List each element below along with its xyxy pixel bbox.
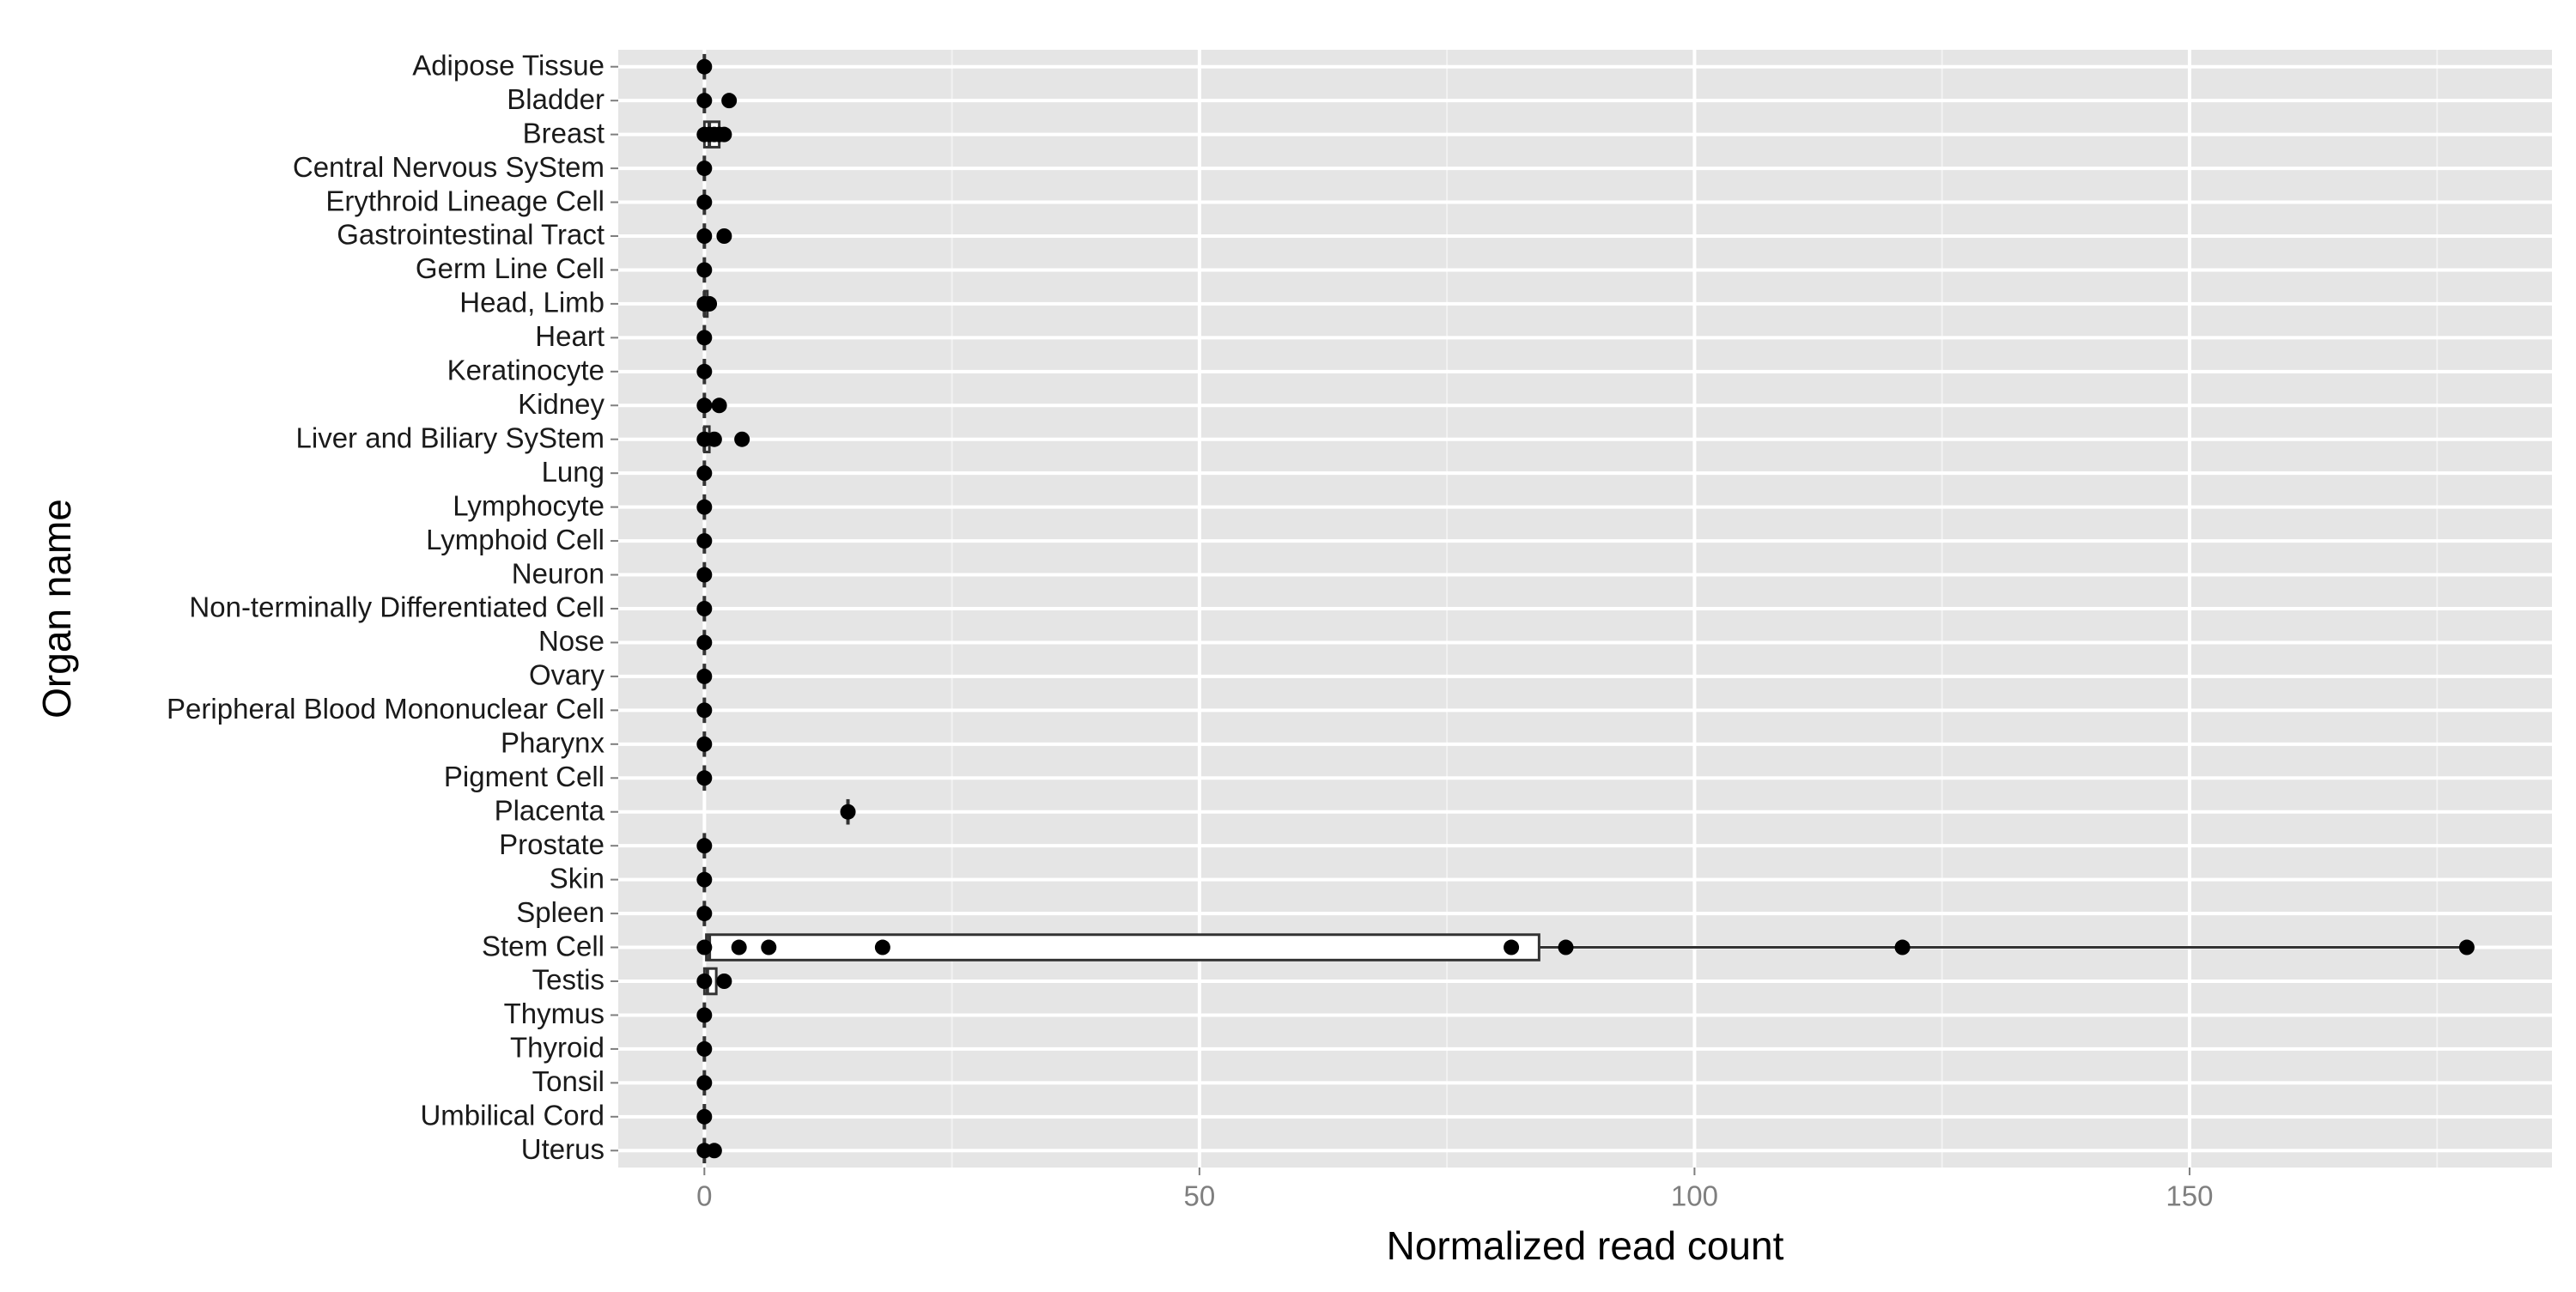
y-tick-label: Nose: [538, 625, 605, 657]
y-tick-label: Heart: [535, 320, 605, 352]
x-tick-label: 50: [1184, 1180, 1216, 1212]
y-tick-label: Germ Line Cell: [416, 252, 605, 284]
point: [696, 634, 713, 651]
point: [696, 736, 713, 752]
point: [702, 295, 718, 312]
point: [696, 567, 713, 583]
y-tick-label: Lymphocyte: [453, 489, 605, 521]
point: [706, 1143, 722, 1159]
y-tick-label: Placenta: [495, 794, 605, 826]
y-tick-label: Bladder: [507, 83, 605, 115]
point: [840, 804, 856, 820]
point: [696, 228, 713, 244]
y-tick-label: Keratinocyte: [447, 355, 605, 386]
y-tick-label: Prostate: [499, 828, 605, 860]
y-tick-label: Gastrointestinal Tract: [337, 219, 605, 251]
y-tick-label: Umbilical Cord: [420, 1100, 605, 1131]
y-tick-label: Central Nervous SyStem: [293, 151, 605, 183]
point: [696, 974, 713, 989]
point: [711, 397, 727, 414]
point: [696, 499, 713, 515]
point: [696, 668, 713, 684]
point: [696, 93, 713, 109]
y-tick-label: Pigment Cell: [444, 761, 605, 792]
point: [2458, 939, 2475, 955]
y-axis-title: Organ name: [34, 499, 79, 719]
point: [696, 397, 713, 414]
y-tick-label: Lung: [542, 456, 605, 488]
y-tick-label: Liver and Biliary SyStem: [296, 422, 605, 453]
y-tick-label: Breast: [523, 117, 605, 149]
point: [696, 363, 713, 379]
x-tick-label: 150: [2166, 1180, 2213, 1212]
point: [696, 161, 713, 177]
point: [696, 702, 713, 719]
point: [706, 431, 722, 447]
x-tick-label: 100: [1671, 1180, 1718, 1212]
point: [696, 533, 713, 549]
y-tick-label: Erythroid Lineage Cell: [325, 185, 605, 216]
y-tick-label: Uterus: [521, 1133, 605, 1165]
point: [696, 838, 713, 854]
x-axis-title: Normalized read count: [1387, 1223, 1784, 1268]
y-tick-label: Testis: [532, 964, 605, 996]
y-tick-label: Tonsil: [532, 1065, 605, 1097]
y-tick-label: Neuron: [512, 557, 605, 589]
point: [734, 431, 750, 447]
point: [696, 1040, 713, 1057]
y-tick-label: Thyroid: [510, 1032, 605, 1064]
point: [721, 93, 738, 109]
y-tick-label: Non-terminally Differentiated Cell: [189, 591, 605, 623]
point: [696, 1007, 713, 1023]
point: [1504, 939, 1520, 955]
point: [696, 770, 713, 786]
point: [716, 974, 732, 989]
y-tick-label: Pharynx: [501, 727, 605, 759]
point: [1894, 939, 1911, 955]
point: [761, 939, 777, 955]
point: [696, 939, 713, 955]
box: [705, 933, 1540, 961]
point: [696, 1075, 713, 1091]
y-tick-label: Spleen: [516, 896, 605, 928]
point: [696, 262, 713, 278]
point: [731, 939, 747, 955]
y-tick-label: Stem Cell: [482, 930, 605, 961]
point: [716, 228, 732, 244]
y-tick-label: Kidney: [518, 388, 605, 420]
point: [874, 939, 890, 955]
y-tick-label: Ovary: [529, 659, 605, 691]
point: [1558, 939, 1574, 955]
y-tick-label: Peripheral Blood Mononuclear Cell: [167, 693, 605, 725]
point: [716, 126, 732, 143]
y-tick-label: Skin: [550, 862, 605, 894]
y-tick-label: Lymphoid Cell: [426, 524, 605, 555]
point: [696, 465, 713, 482]
y-tick-label: Thymus: [504, 998, 605, 1029]
point: [696, 1108, 713, 1125]
y-tick-label: Head, Limb: [459, 287, 605, 318]
y-tick-label: Adipose Tissue: [412, 49, 605, 81]
point: [696, 194, 713, 210]
point: [696, 601, 713, 616]
point: [696, 330, 713, 346]
point: [696, 871, 713, 888]
x-tick-label: 0: [696, 1180, 712, 1212]
point: [696, 58, 713, 75]
point: [696, 906, 713, 922]
